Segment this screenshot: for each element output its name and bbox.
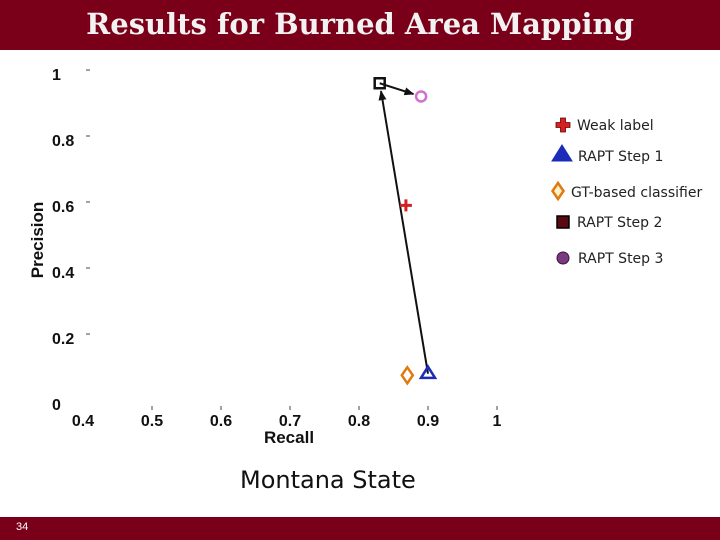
legend-label: RAPT Step 3 — [578, 251, 663, 267]
y-axis-label: Precision — [28, 202, 47, 279]
x-axis: 0.4 0.5 0.6 0.7 0.8 0.9 1 — [72, 406, 502, 430]
y-tick-label: 0.4 — [52, 265, 74, 282]
y-tick-label: 0.8 — [52, 133, 74, 150]
x-tick-label: 1 — [493, 413, 502, 430]
progression-path — [380, 83, 428, 373]
legend: Weak label RAPT Step 1 GT-based classifier… — [552, 118, 702, 267]
y-axis: 0 0.2 0.4 0.6 0.8 1 — [52, 67, 90, 414]
x-axis-label: Recall — [264, 428, 314, 447]
legend-marker — [552, 145, 572, 161]
chart-caption: Montana State — [240, 466, 416, 494]
x-tick-label: 0.9 — [417, 413, 439, 430]
y-tick-label: 0 — [52, 397, 61, 414]
legend-label: GT-based classifier — [571, 185, 702, 201]
legend-marker — [556, 118, 570, 132]
y-tick-label: 0.6 — [52, 199, 74, 216]
legend-marker — [553, 183, 564, 199]
page-number: 34 — [16, 521, 28, 533]
y-tick-label: 1 — [52, 67, 61, 84]
legend-label: RAPT Step 1 — [578, 149, 663, 165]
y-tick-label: 0.2 — [52, 331, 74, 348]
data-point — [416, 91, 426, 101]
x-tick-label: 0.6 — [210, 413, 232, 430]
x-tick-label: 0.4 — [72, 413, 94, 430]
x-tick-label: 0.8 — [348, 413, 370, 430]
legend-label: RAPT Step 2 — [577, 215, 662, 231]
x-tick-label: 0.5 — [141, 413, 163, 430]
legend-marker — [557, 252, 569, 264]
path-segment — [381, 91, 428, 374]
data-point — [402, 367, 413, 383]
legend-marker — [557, 216, 569, 228]
footer-bar: 34 — [0, 517, 720, 540]
legend-label: Weak label — [577, 118, 654, 134]
